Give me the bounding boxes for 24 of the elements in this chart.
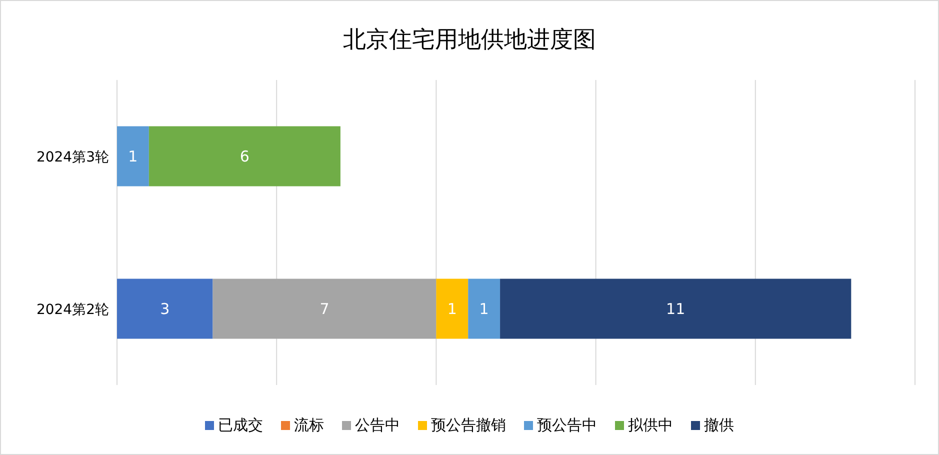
bar (468, 278, 500, 339)
legend-label: 预公告中 (537, 416, 597, 434)
bar (436, 278, 468, 339)
bar (117, 278, 213, 339)
bar (212, 278, 436, 339)
data-label: 1 (447, 300, 457, 318)
legend-label: 公告中 (355, 416, 400, 434)
y-tick-label: 2024第2轮 (36, 302, 109, 318)
legend-label: 预公告撤销 (431, 416, 506, 434)
legend-label: 流标 (294, 416, 324, 434)
bar (148, 126, 340, 186)
data-label: 7 (320, 300, 330, 318)
y-tick-label: 2024第3轮 (36, 149, 109, 166)
data-label: 1 (128, 147, 138, 166)
data-label: 6 (240, 147, 250, 166)
bar (117, 126, 149, 186)
bar (500, 278, 852, 339)
legend-label: 撤供 (704, 416, 734, 434)
legend-label: 已成交 (218, 416, 263, 434)
data-label: 3 (160, 300, 170, 318)
data-label: 1 (479, 300, 489, 318)
legend-label: 拟供中 (628, 416, 673, 434)
chart-title: 北京住宅用地供地进度图 (343, 27, 596, 53)
data-label: 11 (666, 300, 686, 318)
